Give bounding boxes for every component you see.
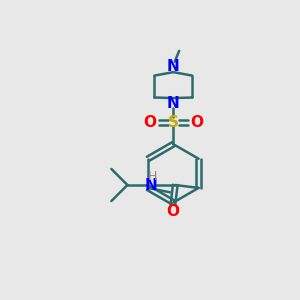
Text: N: N: [145, 178, 158, 193]
Text: O: O: [143, 115, 157, 130]
Text: N: N: [167, 96, 180, 111]
Text: H: H: [148, 170, 158, 183]
Text: O: O: [190, 115, 203, 130]
Text: N: N: [167, 59, 180, 74]
Text: O: O: [167, 204, 179, 219]
Text: S: S: [168, 115, 179, 130]
